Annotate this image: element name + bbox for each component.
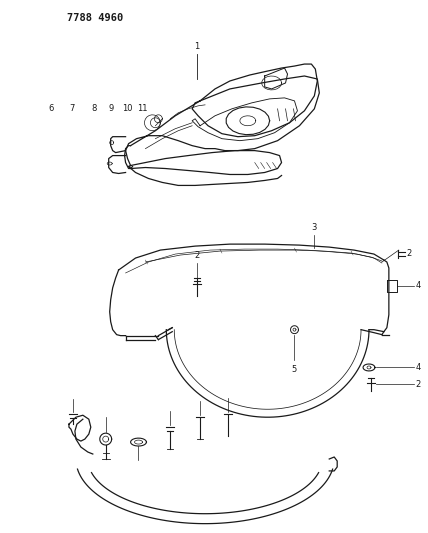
Text: 5: 5 [292, 366, 297, 375]
Text: 6: 6 [48, 104, 54, 113]
Text: 3: 3 [312, 223, 317, 232]
Text: 4: 4 [416, 363, 421, 372]
Text: 2: 2 [194, 251, 200, 260]
Text: 1: 1 [194, 42, 200, 51]
Text: 10: 10 [122, 104, 133, 113]
Text: 2: 2 [407, 248, 412, 257]
Text: 8: 8 [91, 104, 96, 113]
Text: 7: 7 [69, 104, 74, 113]
Text: 2: 2 [416, 380, 421, 389]
Text: 7788 4960: 7788 4960 [67, 13, 123, 23]
Text: 11: 11 [137, 104, 148, 113]
Text: 4: 4 [416, 281, 421, 290]
Text: 9: 9 [108, 104, 113, 113]
